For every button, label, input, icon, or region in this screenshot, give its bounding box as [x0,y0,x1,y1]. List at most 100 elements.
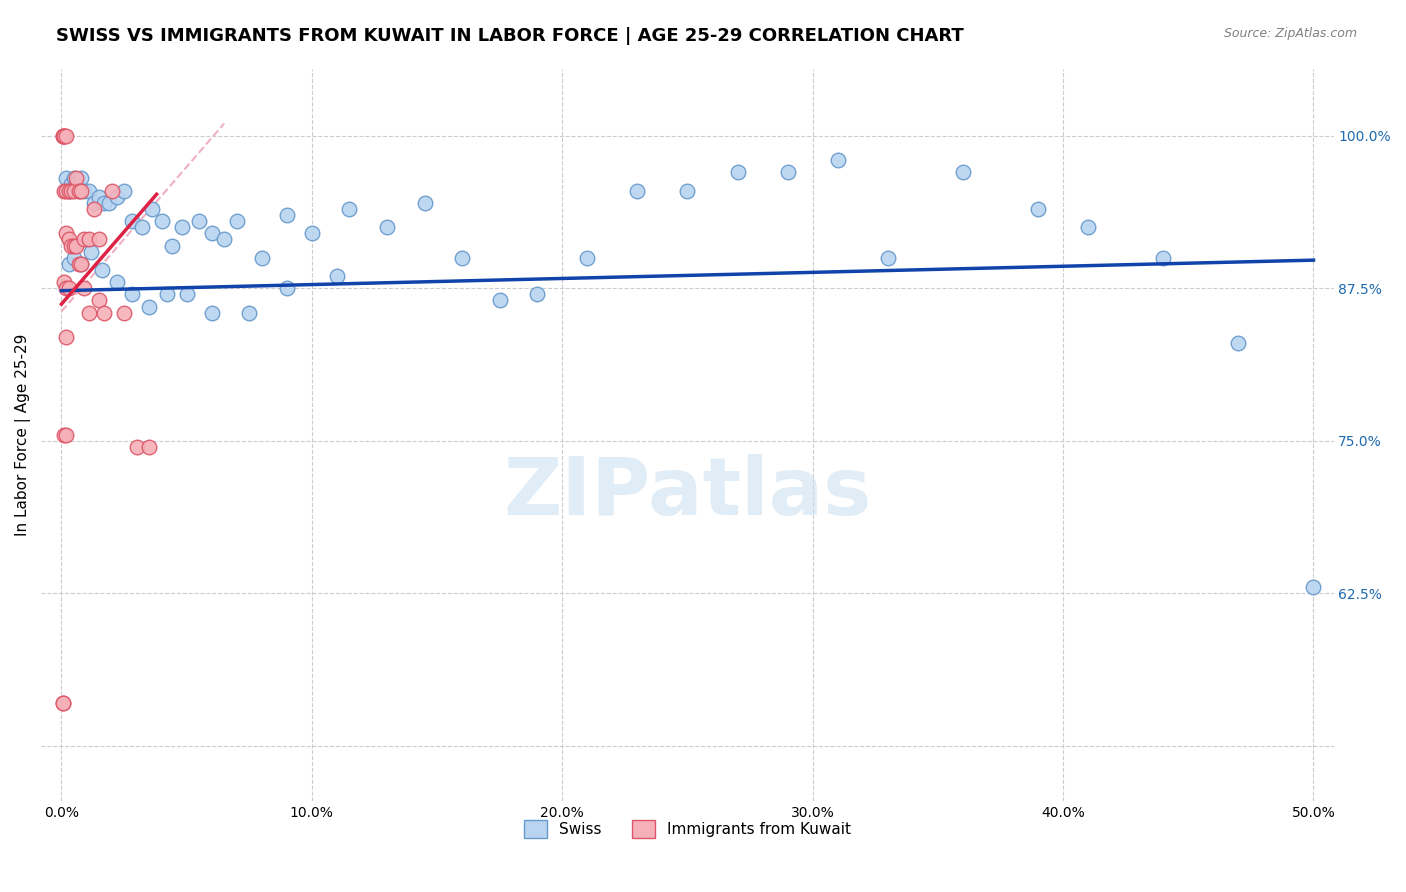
Point [55,330,77,344]
Point [576,251,599,265]
Point [876,251,898,265]
Point [70,171,93,186]
Point [1152,251,1174,265]
Point [52,275,75,289]
Point [776,165,799,179]
Point [87,189,110,203]
Point [250,251,273,265]
Point [60,238,83,252]
Y-axis label: In Labor Force | Age 25-29: In Labor Force | Age 25-29 [15,334,31,536]
Point [375,220,398,235]
Point [67,257,90,271]
Point [238,305,260,319]
Point [138,440,160,454]
Point [170,220,193,235]
Point [60,178,83,192]
Point [339,202,361,216]
Point [63,184,86,198]
Point [77,184,100,198]
Point [105,275,128,289]
Point [488,293,510,308]
Point [326,268,349,283]
Point [55,427,77,442]
Point [413,195,436,210]
Text: SWISS VS IMMIGRANTS FROM KUWAIT IN LABOR FORCE | AGE 25-29 CORRELATION CHART: SWISS VS IMMIGRANTS FROM KUWAIT IN LABOR… [56,27,965,45]
Point [67,184,90,198]
Point [201,227,224,241]
Point [60,184,83,198]
Point [301,227,323,241]
Point [55,281,77,295]
Point [150,214,173,228]
Point [67,184,90,198]
Point [52,184,75,198]
Point [225,214,247,228]
Point [125,440,148,454]
Point [58,232,80,246]
Point [121,287,143,301]
Legend: Swiss, Immigrants from Kuwait: Swiss, Immigrants from Kuwait [517,814,858,845]
Text: ZIPatlas: ZIPatlas [503,454,872,533]
Point [451,251,474,265]
Point [276,208,298,222]
Point [131,220,153,235]
Point [65,171,87,186]
Point [55,128,77,143]
Point [727,165,749,179]
Point [112,305,135,319]
Point [52,128,75,143]
Point [52,128,75,143]
Point [52,696,75,710]
Point [141,202,163,216]
Point [827,153,849,167]
Point [73,232,96,246]
Point [188,214,211,228]
Point [212,232,235,246]
Point [100,184,122,198]
Point [1227,336,1250,351]
Point [1302,580,1324,594]
Point [87,232,110,246]
Point [73,281,96,295]
Point [63,251,86,265]
Point [276,281,298,295]
Point [83,202,105,216]
Point [138,300,160,314]
Point [80,244,103,259]
Point [52,128,75,143]
Point [98,195,121,210]
Point [70,184,93,198]
Point [952,165,974,179]
Point [77,232,100,246]
Point [58,281,80,295]
Point [58,257,80,271]
Point [160,238,183,252]
Point [83,195,105,210]
Point [65,178,87,192]
Point [90,263,112,277]
Point [55,184,77,198]
Point [58,184,80,198]
Point [156,287,179,301]
Point [52,696,75,710]
Point [201,305,224,319]
Point [1026,202,1049,216]
Point [55,227,77,241]
Point [55,171,77,186]
Point [73,184,96,198]
Point [176,287,198,301]
Point [63,238,86,252]
Point [70,257,93,271]
Point [58,184,80,198]
Point [52,128,75,143]
Point [93,195,115,210]
Point [87,293,110,308]
Point [52,427,75,442]
Point [112,184,135,198]
Point [1077,220,1099,235]
Point [70,257,93,271]
Point [676,184,699,198]
Point [105,189,128,203]
Point [93,305,115,319]
Point [121,214,143,228]
